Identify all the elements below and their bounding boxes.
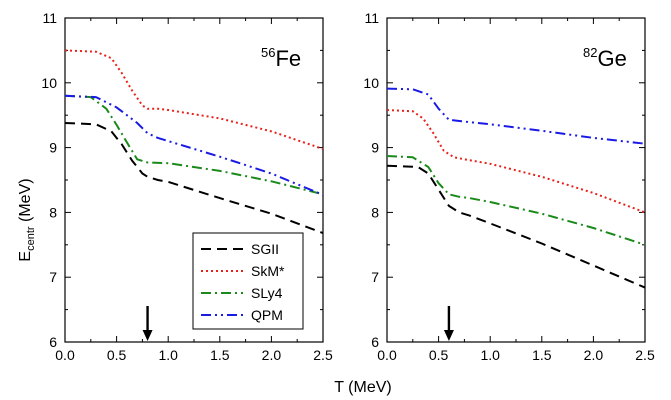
nucleus-label: 56Fe — [261, 45, 301, 71]
x-tick-label: 1.0 — [480, 347, 500, 363]
y-tick-label: 8 — [371, 204, 379, 220]
series-line-sly4 — [386, 155, 646, 246]
x-tick-label: 1.0 — [158, 347, 178, 363]
x-tick-label: 1.5 — [210, 347, 230, 363]
legend-label-sly4: SLy4 — [251, 285, 283, 301]
y-tick-label: 7 — [49, 269, 57, 285]
series-line-sgii — [64, 122, 324, 235]
x-axis-title: T (MeV) — [334, 379, 391, 396]
y-tick-label: 10 — [41, 75, 57, 91]
series-line-skmstar — [386, 109, 646, 214]
legend-label-skmstar: SkM* — [251, 263, 285, 279]
y-axis-title-sub: centr — [25, 226, 37, 251]
arrow-head-icon — [142, 330, 153, 341]
legend-label-qpm: QPM — [251, 307, 283, 323]
x-tick-label: 2.5 — [635, 347, 655, 363]
x-tick-label: 2.0 — [584, 347, 604, 363]
series-line-qpm — [64, 94, 324, 196]
panel-right-ge82: 0.0 0.5 1.0 1.5 2.0 2.5 6 7 8 9 10 11 82Ge — [363, 10, 655, 363]
legend: SGII SkM* SLy4 QPM — [192, 232, 304, 330]
y-tick-label: 9 — [49, 140, 57, 156]
series-line-qpm — [386, 87, 646, 145]
y-tick-label: 10 — [363, 75, 379, 91]
y-tick-label: 6 — [371, 334, 379, 350]
legend-box — [192, 232, 304, 330]
x-tick-label: 1.5 — [532, 347, 552, 363]
x-tick-label: 2.5 — [313, 347, 333, 363]
series-line-sly4 — [64, 94, 324, 196]
y-axis-title-unit: (MeV) — [17, 178, 34, 226]
panel-left-fe56: 0.0 0.5 1.0 1.5 2.0 2.5 6 7 8 9 10 11 56Fe — [41, 10, 333, 363]
y-tick-label: 7 — [371, 269, 379, 285]
nucleus-mass-number: 82 — [583, 45, 597, 60]
x-tick-label: 0.0 — [55, 347, 75, 363]
y-tick-label: 8 — [49, 204, 57, 220]
legend-label-sgii: SGII — [251, 241, 279, 257]
y-axis-title-main: E — [17, 251, 34, 262]
x-tick-label: 0.5 — [429, 347, 449, 363]
nucleus-mass-number: 56 — [261, 45, 275, 60]
y-tick-label: 9 — [371, 140, 379, 156]
nucleus-symbol: Ge — [597, 46, 626, 71]
y-tick-label: 11 — [42, 10, 57, 26]
series-line-sgii — [386, 164, 646, 289]
y-tick-label: 11 — [364, 10, 379, 26]
nucleus-symbol: Fe — [275, 46, 301, 71]
nucleus-label: 82Ge — [583, 45, 627, 71]
y-axis-title: Ecentr (MeV) — [17, 178, 37, 261]
x-tick-label: 2.0 — [262, 347, 282, 363]
arrow-head-icon — [443, 330, 454, 341]
x-tick-label: 0.5 — [107, 347, 127, 363]
x-tick-label: 0.0 — [377, 347, 397, 363]
y-tick-label: 6 — [49, 334, 57, 350]
